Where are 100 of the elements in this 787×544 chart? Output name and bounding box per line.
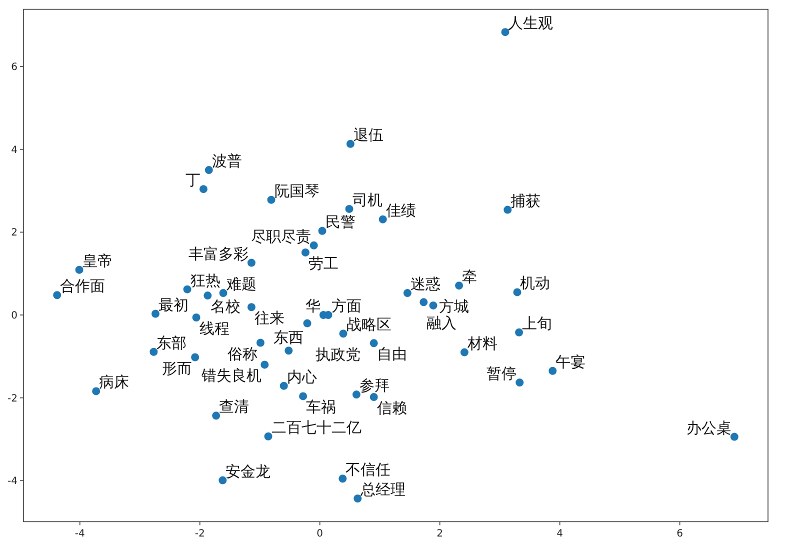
data-label: 往来 — [254, 309, 284, 328]
data-label: 信赖 — [376, 399, 407, 418]
data-label: 华 — [305, 297, 320, 315]
data-label: 皇帝 — [82, 252, 112, 270]
point — [339, 330, 348, 338]
point — [730, 432, 738, 441]
point — [303, 319, 312, 328]
point — [92, 387, 100, 396]
data-label: 狂热 — [190, 271, 220, 290]
data-label: 自由 — [376, 345, 407, 364]
data-label: 二百七十二亿 — [271, 418, 362, 436]
point — [352, 390, 360, 399]
point — [53, 291, 62, 300]
data-label: 材料 — [466, 334, 498, 352]
point — [354, 494, 362, 503]
point — [318, 226, 326, 235]
point — [504, 206, 512, 214]
data-label: 内心 — [286, 368, 317, 386]
point — [218, 476, 227, 484]
point — [378, 215, 387, 224]
data-label: 合作面 — [60, 277, 106, 296]
point — [256, 338, 264, 347]
point — [284, 346, 293, 355]
data-label: 融入 — [426, 314, 457, 332]
y-tick-label: 4 — [11, 144, 18, 156]
point — [301, 248, 310, 256]
data-label: 退伍 — [353, 126, 384, 144]
point — [460, 348, 468, 356]
point — [264, 432, 272, 440]
point — [403, 289, 412, 298]
point — [299, 392, 308, 400]
point — [370, 393, 378, 402]
data-label: 名校 — [210, 298, 241, 316]
data-label: 丁 — [185, 171, 200, 190]
point — [150, 348, 158, 356]
data-label: 波普 — [212, 152, 242, 170]
data-label: 战略区 — [346, 316, 392, 334]
point — [310, 241, 318, 250]
data-label: 俗称 — [227, 344, 258, 363]
point — [455, 282, 464, 290]
data-label: 病床 — [99, 373, 130, 392]
data-label: 捕获 — [510, 192, 541, 210]
data-label: 牵 — [462, 268, 478, 286]
data-label: 上旬 — [522, 314, 552, 332]
data-label: 执政党 — [315, 345, 360, 364]
data-label: 迷惑 — [410, 275, 440, 294]
data-label: 线程 — [199, 319, 230, 338]
data-label: 查清 — [219, 398, 250, 416]
data-label: 机动 — [520, 274, 550, 292]
data-label: 难题 — [225, 275, 256, 294]
data-label: 车祸 — [306, 398, 336, 416]
data-label: 参拜 — [359, 376, 390, 395]
x-tick-label: 6 — [676, 528, 683, 540]
data-label: 丰富多彩 — [188, 244, 248, 263]
point — [370, 339, 378, 348]
point — [346, 140, 354, 148]
y-tick-label: 2 — [11, 228, 18, 239]
point — [204, 166, 213, 174]
point — [280, 382, 288, 390]
data-label: 安金龙 — [226, 462, 271, 480]
x-tick-label: -4 — [74, 528, 85, 540]
data-label: 民警 — [325, 212, 356, 231]
data-label: 方面 — [331, 297, 362, 315]
data-label: 方城 — [439, 297, 470, 316]
y-tick-label: -4 — [8, 476, 18, 488]
point — [247, 258, 256, 267]
x-tick-label: 0 — [316, 528, 324, 540]
data-label: 不信任 — [346, 460, 391, 479]
point — [548, 366, 557, 375]
data-label: 午宴 — [556, 352, 586, 371]
point — [192, 313, 200, 322]
y-tick-label: 0 — [11, 310, 18, 322]
point — [247, 303, 256, 312]
point — [420, 298, 428, 306]
point — [219, 289, 228, 298]
point — [501, 28, 510, 36]
point — [204, 292, 212, 300]
point — [267, 196, 276, 204]
point — [260, 360, 269, 369]
data-label: 东西 — [274, 328, 304, 347]
y-tick-label: 6 — [11, 62, 18, 73]
point — [429, 301, 438, 310]
data-label: 办公桌 — [686, 418, 732, 437]
data-label: 尽职尽责 — [250, 227, 311, 246]
x-tick-label: 2 — [436, 528, 444, 540]
data-label: 劳工 — [308, 254, 338, 272]
data-label: 暂停 — [486, 364, 517, 383]
data-label: 阮国琴 — [274, 182, 320, 200]
point — [345, 204, 354, 213]
point — [183, 285, 192, 294]
data-label: 佳绩 — [386, 201, 416, 220]
data-label: 错失良机 — [200, 366, 262, 385]
data-label: 司机 — [352, 190, 382, 209]
point — [516, 378, 524, 387]
point — [513, 288, 522, 296]
point — [75, 266, 84, 274]
data-label: 最初 — [158, 296, 188, 314]
x-tick-label: 4 — [556, 528, 564, 540]
data-label: 形而 — [162, 359, 192, 378]
data-label: 人生观 — [508, 14, 554, 32]
